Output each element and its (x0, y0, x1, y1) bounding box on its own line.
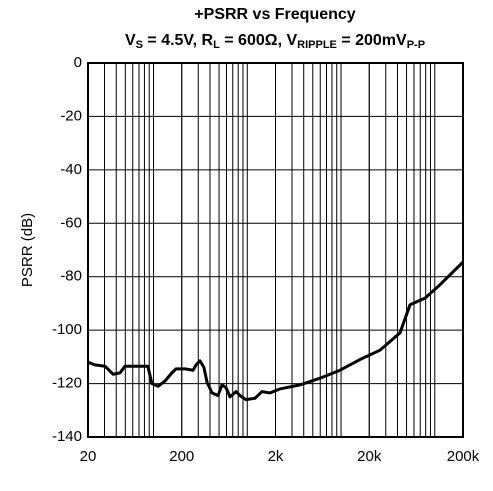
y-tick-label: -100 (52, 321, 82, 338)
y-tick-label: 0 (74, 54, 82, 71)
subscript: L (213, 39, 220, 51)
subtitle-part: = 600Ω, V (220, 32, 298, 49)
chart-title: +PSRR vs Frequency (194, 6, 356, 23)
subscript: S (136, 39, 143, 51)
y-tick-label: -60 (60, 214, 82, 231)
data-line (87, 260, 465, 402)
x-tick-label: 20k (357, 448, 382, 465)
subtitle-part: = 4.5V, R (143, 32, 214, 49)
y-tick-label: -40 (60, 161, 82, 178)
y-tick-label: -20 (60, 107, 82, 124)
x-tick-label: 2k (268, 448, 284, 465)
y-tick-label: -120 (52, 375, 82, 392)
chart-subtitle: VS = 4.5V, RL = 600Ω, VRIPPLE = 200mVP-P (125, 32, 425, 51)
plot-frame (87, 62, 464, 438)
x-tick-label: 200k (447, 448, 480, 465)
subscript: P-P (407, 39, 425, 51)
x-tick-label: 20 (80, 448, 97, 465)
y-tick-label: -140 (52, 428, 82, 445)
y-tick-label: -80 (60, 268, 82, 285)
subscript: RIPPLE (297, 39, 337, 51)
x-tick-label: 200 (169, 448, 194, 465)
subtitle-part: = 200mV (337, 32, 407, 49)
subtitle-part: V (125, 32, 136, 49)
y-axis-label: PSRR (dB) (19, 213, 36, 287)
